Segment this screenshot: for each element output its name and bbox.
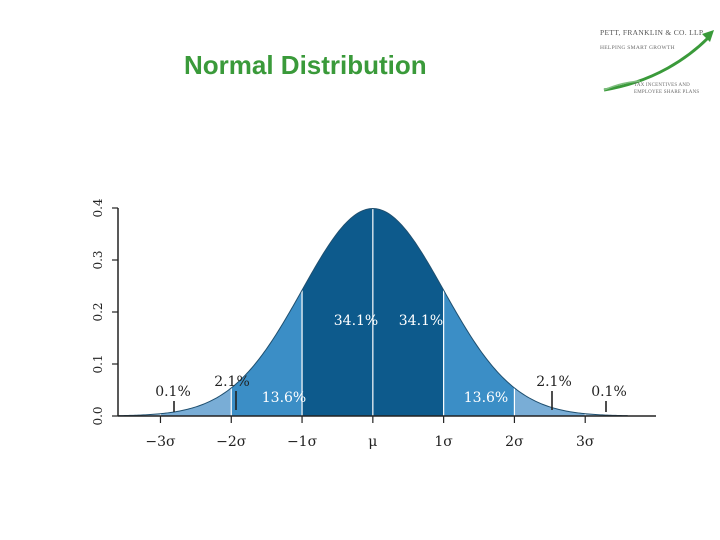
chart-region-labels: 0.1% 2.1% 13.6% 34.1% 34.1% 13.6% 2.1% 0.1% <box>155 313 627 412</box>
region-percent-label: 13.6% <box>464 390 508 406</box>
logo-tagline: HELPING SMART GROWTH <box>600 45 675 51</box>
region-4 <box>372 208 444 416</box>
y-tick-label: 0.1 <box>91 354 105 373</box>
logo-subtitle: TAX INCENTIVES AND EMPLOYEE SHARE PLANS <box>634 83 700 95</box>
x-tick-label: 3σ <box>576 434 595 450</box>
company-logo: PETT, FRANKLIN & CO. LLP HELPING SMART G… <box>598 24 716 102</box>
x-tick-label: μ <box>368 434 377 450</box>
region-percent-label: 34.1% <box>399 313 443 329</box>
slide-title: Normal Distribution <box>184 50 427 80</box>
logo-arrow-icon <box>603 30 714 92</box>
region-6 <box>514 387 586 416</box>
region-percent-label: 0.1% <box>155 384 191 400</box>
y-tick-label: 0.0 <box>91 406 105 425</box>
x-tick-label: −2σ <box>216 434 247 450</box>
region-percent-label: 13.6% <box>262 390 306 406</box>
x-tick-label: 1σ <box>434 434 453 450</box>
x-tick-label: −1σ <box>287 434 318 450</box>
region-percent-label: 2.1% <box>214 374 250 390</box>
y-tick-label: 0.2 <box>91 302 105 321</box>
chart-axes: 0.0 0.1 0.2 0.3 0.4 −3σ −2σ −1σ μ 1σ 2σ 3σ <box>91 198 656 450</box>
logo-company-name: PETT, FRANKLIN & CO. LLP <box>600 28 704 37</box>
region-percent-label: 34.1% <box>334 313 378 329</box>
chart-curve-layer <box>117 208 628 417</box>
x-tick-label: −3σ <box>145 434 176 450</box>
density-curve <box>117 208 628 417</box>
region-3 <box>302 208 373 416</box>
region-1 <box>160 387 232 416</box>
region-percent-label: 0.1% <box>591 384 627 400</box>
region-percent-label: 2.1% <box>536 374 572 390</box>
x-tick-label: 2σ <box>505 434 524 450</box>
y-tick-label: 0.3 <box>91 250 105 269</box>
y-tick-label: 0.4 <box>91 198 105 217</box>
